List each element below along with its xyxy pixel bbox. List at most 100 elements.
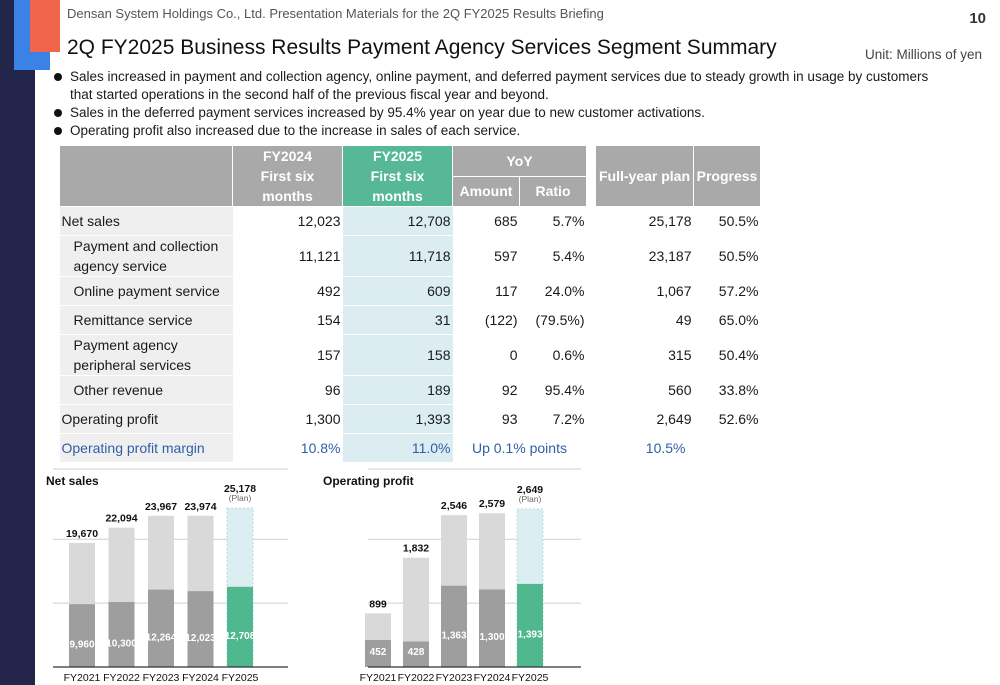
header-fy2025: FY2025 First six months <box>343 146 453 207</box>
cell-plan: 23,187 <box>596 236 694 277</box>
cell-amount: (122) <box>453 306 520 335</box>
row-label: Other revenue <box>60 376 233 405</box>
cell-fy2024: 492 <box>233 277 343 306</box>
cell-ratio: 5.4% <box>520 236 587 277</box>
bar-full-label: 2,579 <box>479 498 505 510</box>
header-fy2024-sub: First six months <box>261 168 315 204</box>
plan-note: (Plan) <box>229 493 252 503</box>
bar-full-label: 899 <box>369 598 387 610</box>
cell-amount: 117 <box>453 277 520 306</box>
row-label: Remittance service <box>60 306 233 335</box>
cell-fy2025: 609 <box>343 277 453 306</box>
cell-progress: 33.8% <box>694 376 761 405</box>
bar-full-label: 1,832 <box>403 543 429 555</box>
cell-ratio: 0.6% <box>520 335 587 376</box>
header-fy2024-label: FY2024 <box>263 148 312 164</box>
cell-amount: 93 <box>453 405 520 434</box>
plan-note: (Plan) <box>519 494 542 504</box>
bar-full-label: 23,974 <box>184 501 216 513</box>
unit-note: Unit: Millions of yen <box>865 47 982 62</box>
cell-ratio: 7.2% <box>520 405 587 434</box>
header-plan: Full-year plan <box>596 146 694 207</box>
cell-plan: 560 <box>596 376 694 405</box>
table-row: Operating profit margin 10.8% 11.0% Up 0… <box>60 434 761 463</box>
bullet-item: Sales in the deferred payment services i… <box>53 104 953 122</box>
cell-fy2024: 154 <box>233 306 343 335</box>
cell-plan: 25,178 <box>596 207 694 236</box>
bar-first-half <box>188 591 214 667</box>
operating-profit-chart: Operating profit 899 452 FY2021 1,832 428 FY20… <box>316 463 591 685</box>
cell-fy2024: 1,300 <box>233 405 343 434</box>
table-row: Other revenue 96 189 92 95.4% 560 33.8% <box>60 376 761 405</box>
x-tick-label: FY2021 <box>64 672 101 684</box>
x-tick-label: FY2022 <box>103 672 140 684</box>
logo-square-orange <box>30 0 60 52</box>
cell-fy2025: 189 <box>343 376 453 405</box>
row-label: Operating profit margin <box>60 434 233 463</box>
row-label: Payment and collection agency service <box>60 236 233 277</box>
page-title: 2Q FY2025 Business Results Payment Agenc… <box>67 36 777 60</box>
cell-progress: 57.2% <box>694 277 761 306</box>
cell-amount: 685 <box>453 207 520 236</box>
cell-fy2025: 31 <box>343 306 453 335</box>
x-tick-label: FY2023 <box>143 672 180 684</box>
cell-fy2024: 11,121 <box>233 236 343 277</box>
cell-progress-empty <box>694 434 761 463</box>
bar-first-half <box>69 604 95 667</box>
cell-plan: 1,067 <box>596 277 694 306</box>
header-progress: Progress <box>694 146 761 207</box>
bar-half-label: 1,300 <box>479 632 504 643</box>
bar-full-label: 22,094 <box>105 513 137 525</box>
table-row: Remittance service 154 31 (122) (79.5%) … <box>60 306 761 335</box>
x-tick-label: FY2022 <box>398 672 435 684</box>
bar-half-label: 1,363 <box>441 630 466 641</box>
cell-fy2025: 1,393 <box>343 405 453 434</box>
company-caption: Densan System Holdings Co., Ltd. Present… <box>67 6 604 21</box>
cell-yoy-text: Up 0.1% points <box>453 434 587 463</box>
cell-progress: 65.0% <box>694 306 761 335</box>
cell-progress: 50.4% <box>694 335 761 376</box>
bar-full-label: 2,546 <box>441 500 467 512</box>
bar-half-label: 452 <box>370 647 387 658</box>
cell-fy2024: 10.8% <box>233 434 343 463</box>
bullet-item: Sales increased in payment and collectio… <box>53 68 953 104</box>
cell-ratio: (79.5%) <box>520 306 587 335</box>
results-table: FY2024 First six months FY2025 First six… <box>59 145 761 463</box>
left-accent-bar <box>0 0 35 685</box>
bar-half-label: 12,708 <box>225 631 256 642</box>
header-fy2024: FY2024 First six months <box>233 146 343 207</box>
x-tick-label: FY2021 <box>360 672 397 684</box>
row-label: Operating profit <box>60 405 233 434</box>
cell-plan: 315 <box>596 335 694 376</box>
cell-progress: 52.6% <box>694 405 761 434</box>
row-label: Net sales <box>60 207 233 236</box>
x-tick-label: FY2024 <box>182 672 219 684</box>
cell-ratio: 24.0% <box>520 277 587 306</box>
cell-fy2025: 158 <box>343 335 453 376</box>
cell-fy2025: 11.0% <box>343 434 453 463</box>
bar-full-label: 19,670 <box>66 528 98 540</box>
cell-ratio: 95.4% <box>520 376 587 405</box>
net-sales-chart: Net sales 19,670 9,960 FY2021 22,094 10,300 FY… <box>38 463 298 685</box>
row-label: Payment agency peripheral services <box>60 335 233 376</box>
bar-half-label: 12,023 <box>185 633 216 644</box>
table-row: Payment agency peripheral services 157 1… <box>60 335 761 376</box>
bar-first-half <box>441 586 467 667</box>
net-sales-chart-svg: Net sales 19,670 9,960 FY2021 22,094 10,300 FY… <box>38 463 298 685</box>
x-tick-label: FY2023 <box>436 672 473 684</box>
operating-profit-chart-svg: Operating profit899452FY20211,832428FY20… <box>316 463 591 685</box>
x-tick-label: FY2024 <box>474 672 511 684</box>
cell-plan: 2,649 <box>596 405 694 434</box>
row-label: Online payment service <box>60 277 233 306</box>
bar-half-label: 10,300 <box>106 639 137 650</box>
bar-half-label: 12,264 <box>146 632 177 643</box>
cell-fy2025: 11,718 <box>343 236 453 277</box>
summary-bullets: Sales increased in payment and collectio… <box>53 68 953 140</box>
page-number: 10 <box>969 10 986 27</box>
bar-first-half <box>148 590 174 667</box>
header-gap <box>587 146 596 207</box>
bullet-item: Operating profit also increased due to t… <box>53 122 953 140</box>
cell-amount: 92 <box>453 376 520 405</box>
table-row: Operating profit 1,300 1,393 93 7.2% 2,6… <box>60 405 761 434</box>
header-yoy: YoY <box>453 146 587 177</box>
